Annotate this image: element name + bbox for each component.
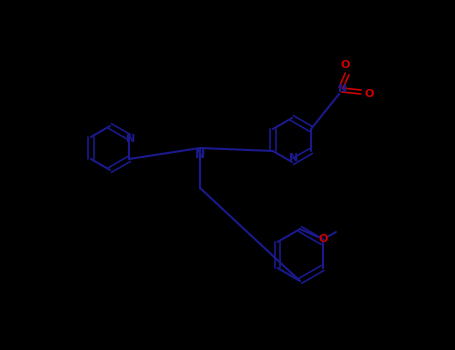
Text: O: O [340, 60, 350, 70]
Text: N: N [126, 134, 136, 144]
Text: O: O [364, 89, 374, 99]
Text: N: N [339, 84, 348, 94]
Text: N: N [195, 147, 205, 161]
Text: O: O [318, 234, 328, 244]
Text: N: N [289, 153, 298, 163]
